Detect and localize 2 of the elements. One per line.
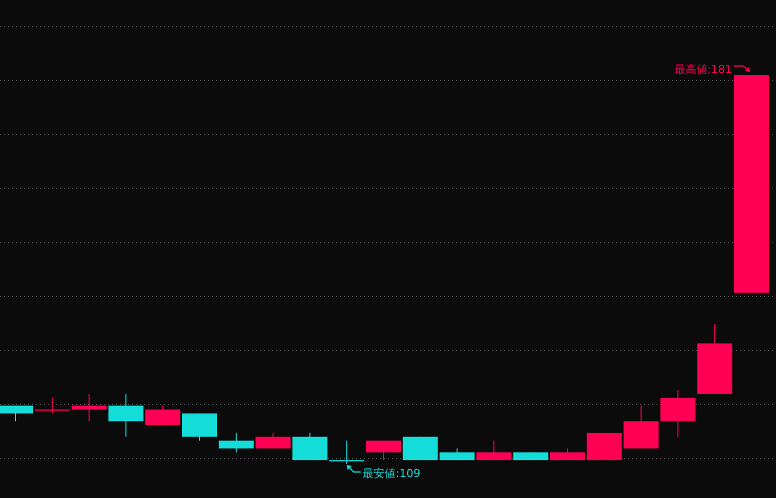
text: 最安値:109 xyxy=(362,467,420,480)
annotation: 最高値:181 xyxy=(674,63,732,76)
